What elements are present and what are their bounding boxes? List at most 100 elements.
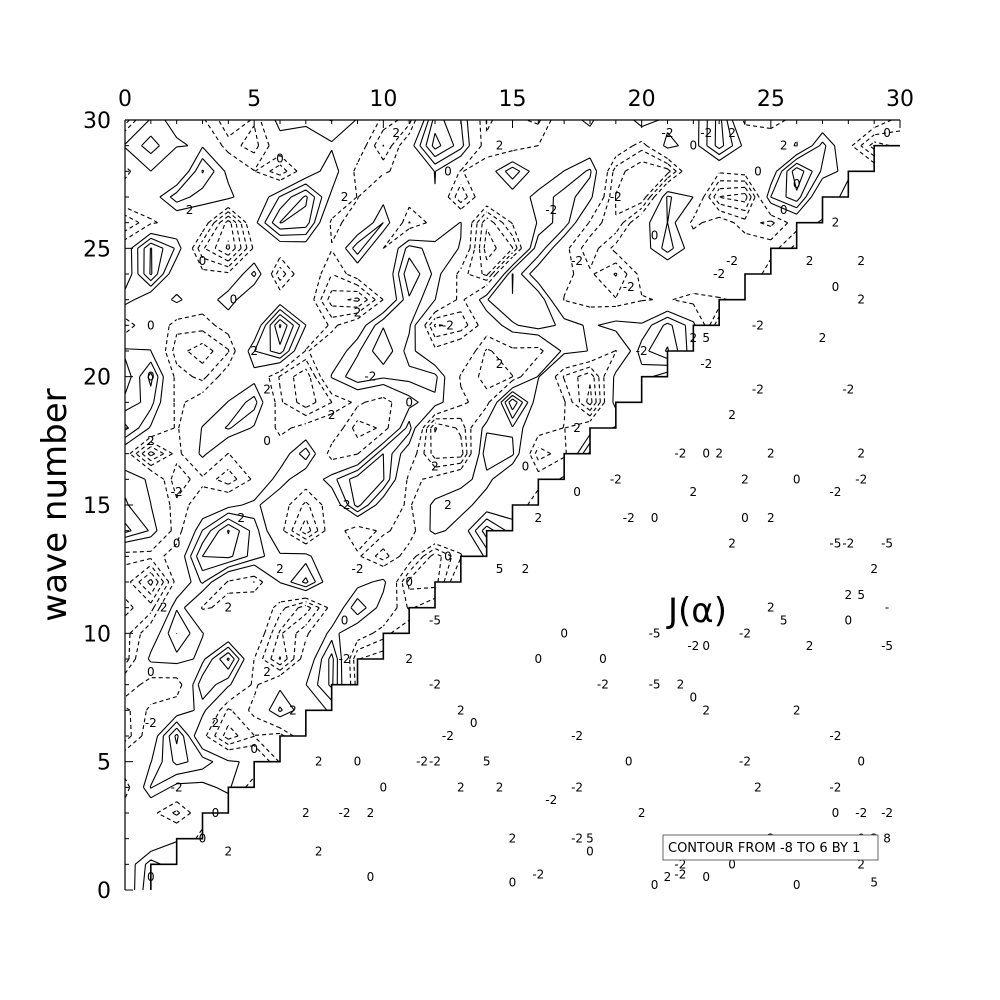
- contour-label: 2: [780, 139, 788, 153]
- contour-label: -2: [571, 780, 583, 794]
- contour-label: 0: [845, 614, 853, 628]
- contour-label: -5: [649, 626, 661, 640]
- axes: [124, 119, 901, 891]
- contour-label: 2: [664, 870, 672, 884]
- contour-label: 0: [857, 755, 865, 769]
- contour-label: 2: [225, 601, 233, 615]
- contour-label: -2: [623, 511, 635, 525]
- contour-label: 2: [767, 601, 775, 615]
- contour-label: 2: [715, 447, 723, 461]
- contour-label: -2: [829, 729, 841, 743]
- contour-label: 2: [315, 755, 323, 769]
- y-tick-labels: 0 5 10 15 20 25 30: [83, 109, 111, 904]
- contour-level--5: [147, 240, 231, 586]
- contour-label: 2: [728, 537, 736, 551]
- contour-label: 2: [702, 703, 710, 717]
- contour-label: -2: [339, 806, 351, 820]
- contour-label: -2: [442, 729, 454, 743]
- contour-label: 0: [793, 878, 801, 892]
- contour-label: 0: [470, 716, 478, 730]
- contour-label: -5: [429, 614, 441, 628]
- contour-note-text: CONTOUR FROM -8 TO 6 BY 1: [668, 841, 860, 856]
- contour-label: -5: [649, 678, 661, 692]
- contour-label: 5: [870, 875, 878, 889]
- x-tick-label: 15: [499, 87, 527, 112]
- staircase-boundary: [150, 144, 900, 890]
- x-tick-label: 20: [628, 87, 656, 112]
- contour-label: 2: [289, 703, 297, 717]
- contour-label: 0: [199, 254, 207, 268]
- contour-label: 0: [793, 177, 801, 191]
- contour-label: 2: [573, 421, 581, 435]
- contour-label: -2: [571, 832, 583, 846]
- contour-label: -2: [700, 126, 712, 140]
- contour-label: 0: [702, 639, 710, 653]
- contour-label: 2: [405, 652, 413, 666]
- contour-label: 2: [444, 498, 452, 512]
- y-tick-label: 10: [83, 622, 111, 647]
- contour-label: 0: [690, 139, 698, 153]
- contour-label: 0: [444, 549, 452, 563]
- contour-label: -2: [739, 755, 751, 769]
- contour-label: 0: [702, 870, 710, 884]
- contour-label: 2: [728, 408, 736, 422]
- contour-label: 2: [496, 139, 504, 153]
- contour-label: -2: [545, 793, 557, 807]
- y-tick-label: 0: [97, 879, 111, 904]
- contour-label: 2: [354, 306, 362, 320]
- contour-label: 0: [599, 652, 607, 666]
- contour-label: -2: [571, 254, 583, 268]
- x-tick-labels: 0 5 10 15 20 25 30: [118, 87, 914, 112]
- contour-label: 2: [857, 254, 865, 268]
- contour-label: 2: [328, 408, 336, 422]
- contour-label: 2: [535, 511, 543, 525]
- contour-label: 2: [728, 126, 736, 140]
- contour-label: 2: [496, 357, 504, 371]
- contour-label: 0: [651, 511, 659, 525]
- contour-label: -2: [662, 126, 674, 140]
- contour-label: 2: [457, 780, 465, 794]
- contour-label: 2: [677, 678, 685, 692]
- contour-label: -2: [339, 498, 351, 512]
- contour-label: 2: [392, 126, 400, 140]
- contour-label: -2: [829, 485, 841, 499]
- contour-label: 2: [250, 344, 258, 358]
- contour-label: 2: [496, 780, 504, 794]
- contour-label: 0: [263, 434, 271, 448]
- contour-label: 0: [199, 832, 207, 846]
- contour-label: 2: [341, 190, 349, 204]
- contour-label: 2: [793, 703, 801, 717]
- contour-label: 2: [857, 293, 865, 307]
- contour-label: -5: [829, 537, 841, 551]
- contour-label: -2: [726, 254, 738, 268]
- contour-label: -2: [429, 678, 441, 692]
- contour-label: 2: [806, 639, 814, 653]
- contour-level--4: [138, 192, 748, 660]
- x-tick-label: 0: [118, 87, 132, 112]
- contour-label: 0: [535, 652, 543, 666]
- contour-label: -2: [352, 562, 364, 576]
- contour-label: -2: [610, 190, 622, 204]
- j-alpha-annotation: J(α): [666, 591, 727, 631]
- contour-label: 0: [147, 318, 155, 332]
- contour-lines: [124, 119, 901, 891]
- contour-label: 0: [444, 164, 452, 178]
- contour-label: -2: [145, 716, 157, 730]
- domain-boundary: [150, 144, 900, 890]
- contour-label: -2: [829, 780, 841, 794]
- contour-label: 0: [702, 447, 710, 461]
- contour-label: -2: [636, 344, 648, 358]
- y-tick-label: 15: [83, 494, 111, 519]
- contour-label: 0: [147, 665, 155, 679]
- contour-label: -2: [674, 447, 686, 461]
- contour-label: 2: [832, 216, 840, 230]
- contour-label: 0: [276, 152, 284, 166]
- contour-label: -2: [842, 383, 854, 397]
- contour-label: -2: [752, 318, 764, 332]
- contour-label: -2: [855, 806, 867, 820]
- contour-label: 0: [573, 485, 581, 499]
- contour-label: 2: [767, 447, 775, 461]
- contour-label: 2: [522, 562, 530, 576]
- contour-label: 0: [832, 806, 840, 820]
